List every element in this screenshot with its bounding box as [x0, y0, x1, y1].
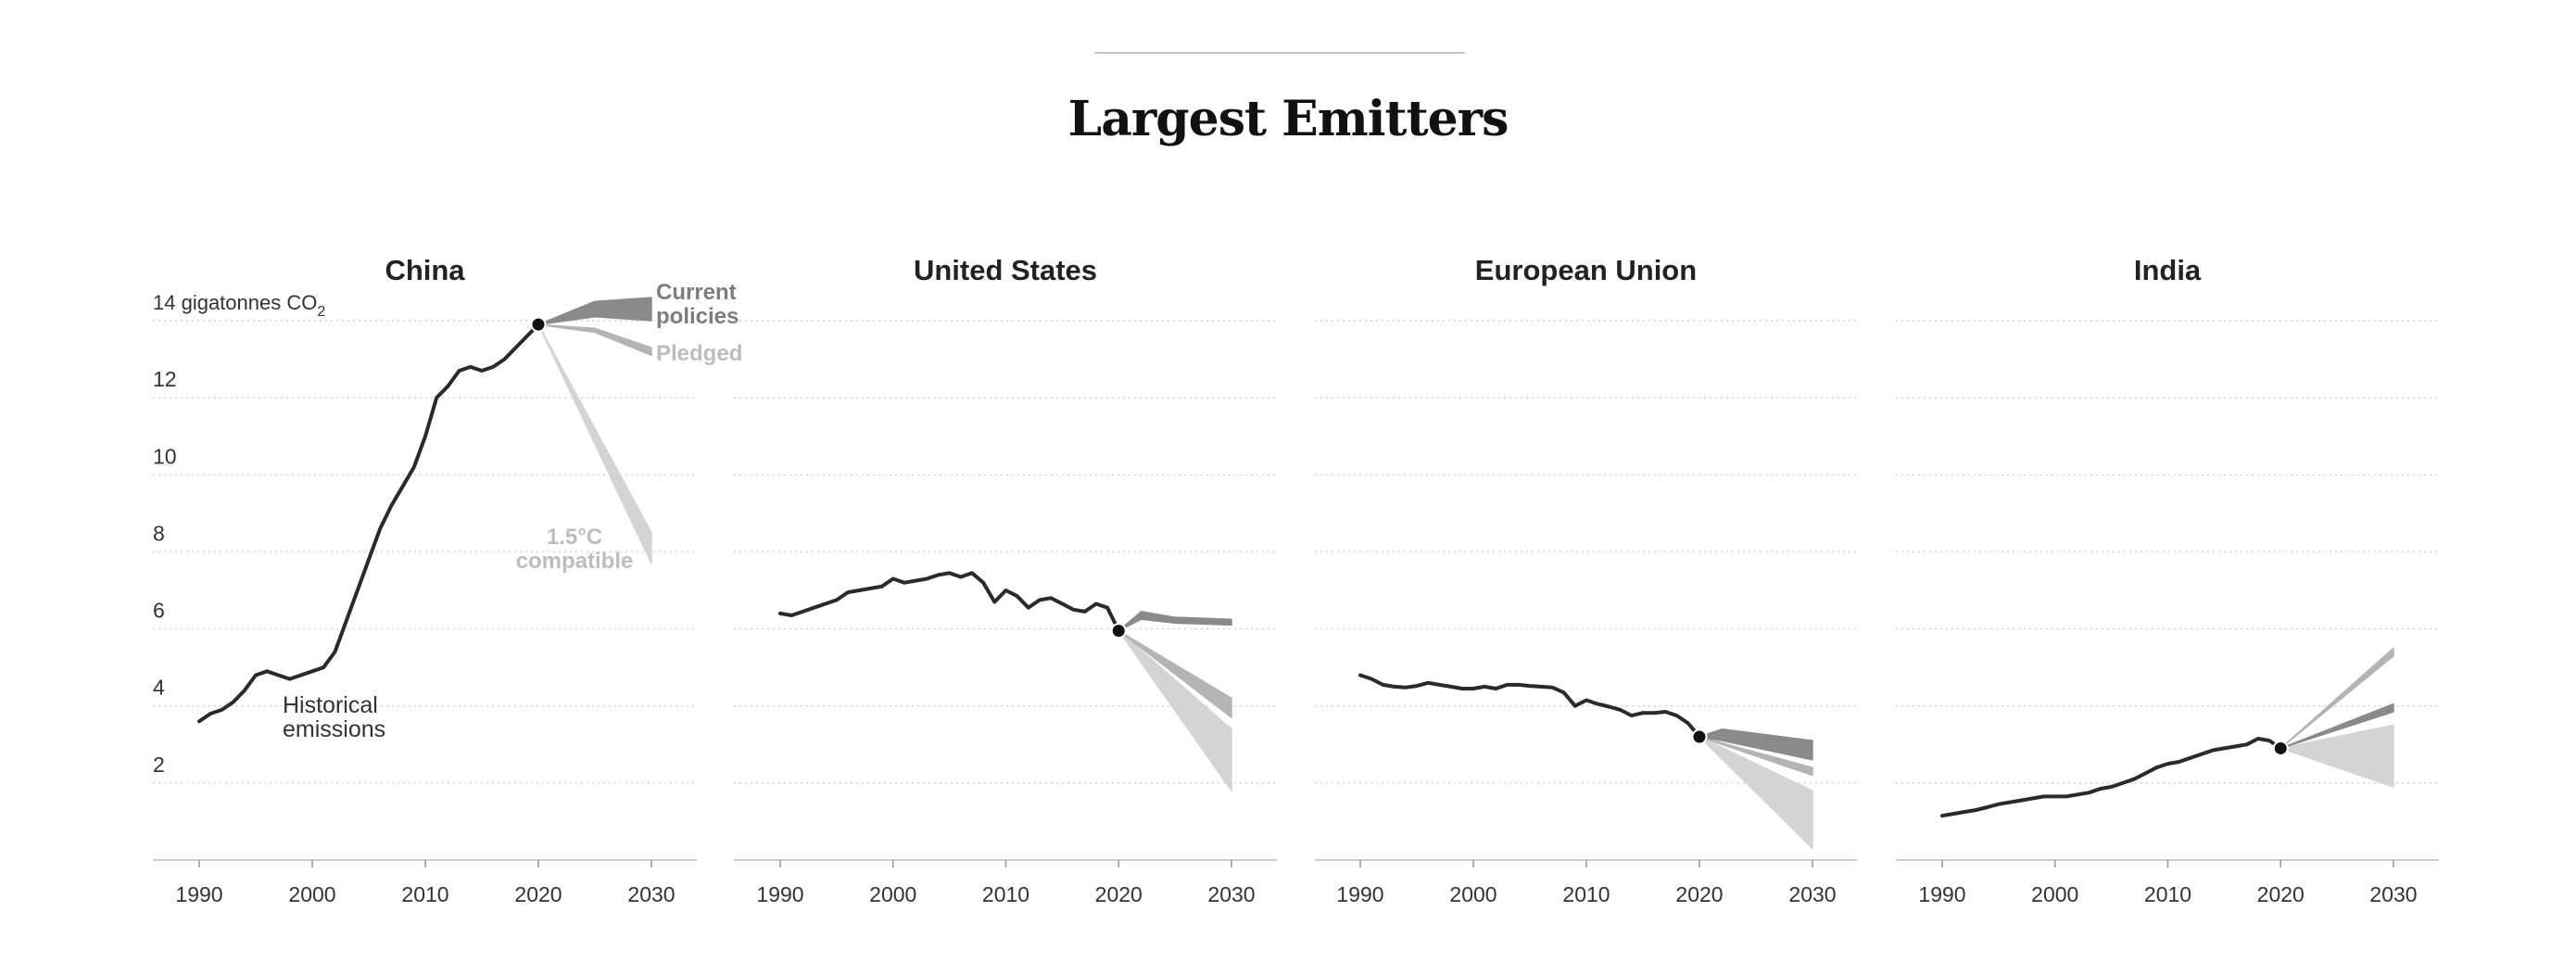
x-tick-label: 2030 — [1207, 882, 1255, 906]
x-tick-label: 2020 — [514, 882, 562, 906]
y-tick-label: 4 — [153, 676, 165, 700]
y-tick-label: 10 — [153, 444, 177, 468]
panel-title: United States — [914, 254, 1097, 286]
projection-current-policies — [537, 297, 652, 325]
historical-line — [197, 323, 540, 724]
label-historical-emissions: Historical — [283, 692, 378, 718]
data-point-2020 — [530, 316, 547, 333]
label-pledged: Pledged — [656, 341, 742, 366]
x-tick-label: 2020 — [2257, 882, 2305, 906]
x-tick-label: 2000 — [869, 882, 916, 906]
x-tick-label: 1990 — [756, 882, 803, 906]
historical-line — [778, 571, 1121, 633]
y-tick-label: 2 — [153, 753, 165, 777]
x-tick-label: 1990 — [1336, 882, 1383, 906]
panel-title: European Union — [1475, 254, 1697, 286]
historical-line — [1940, 737, 2283, 818]
data-point-2020 — [1691, 728, 1708, 745]
label-current-policies: policies — [656, 304, 739, 329]
panel-title: China — [385, 254, 465, 286]
x-tick-label: 2020 — [1675, 882, 1723, 906]
panel-title: India — [2134, 254, 2202, 286]
chart-european-union: European Union 1990 2000 2010 2020 2030 — [1315, 254, 1857, 906]
page-title: Largest Emitters — [1067, 91, 1509, 147]
x-tick-label: 2010 — [401, 882, 448, 906]
x-tick-label: 2030 — [2369, 882, 2417, 906]
projection-pledged — [2279, 647, 2394, 750]
data-point-2020 — [2272, 740, 2289, 756]
chart-united-states: United States 1990 2000 2010 2020 2030 — [734, 254, 1277, 906]
projection-1-5-c-compatible — [1698, 736, 1813, 850]
x-tick-label: 2010 — [1562, 882, 1610, 906]
y-axis-label-subscript: 2 — [317, 304, 325, 320]
projection-1-5-c-compatible — [1118, 629, 1232, 791]
x-tick-label: 2000 — [2031, 882, 2078, 906]
x-tick-label: 2010 — [982, 882, 1029, 906]
y-tick-label: 6 — [153, 599, 165, 623]
projection-1-5-c-compatible — [2279, 724, 2394, 788]
label-compatible: compatible — [516, 549, 634, 574]
projection-1-5-c-compatible — [537, 323, 652, 564]
x-tick-label: 1990 — [1918, 882, 1965, 906]
y-tick-label: 12 — [153, 367, 177, 391]
label-historical-emissions: emissions — [283, 716, 385, 742]
x-tick-label: 2010 — [2144, 882, 2191, 906]
y-axis-label-text: 14 gigatonnes CO — [153, 291, 317, 314]
projection-pledged — [1698, 736, 1813, 777]
projection-current-policies — [2279, 703, 2394, 750]
label-current-policies: Current — [656, 280, 737, 305]
x-tick-label: 2030 — [627, 882, 675, 906]
top-rule — [1094, 52, 1465, 54]
chart-india: India 1990 2000 2010 2020 2030 — [1896, 254, 2439, 906]
projection-current-policies — [1698, 728, 1813, 761]
projection-current-policies — [1118, 611, 1232, 632]
projection-pledged — [1118, 629, 1232, 718]
x-tick-label: 2030 — [1788, 882, 1836, 906]
x-tick-label: 1990 — [175, 882, 222, 906]
x-tick-label: 2020 — [1095, 882, 1143, 906]
historical-line — [1358, 673, 1701, 739]
x-tick-label: 2000 — [1449, 882, 1496, 906]
data-point-2020 — [1110, 623, 1127, 639]
y-axis-label: 14 gigatonnes CO2 — [153, 291, 325, 320]
projection-pledged — [537, 323, 652, 357]
label-compatible: 1.5°C — [547, 525, 602, 550]
x-tick-label: 2000 — [288, 882, 335, 906]
y-tick-label: 8 — [153, 521, 165, 545]
